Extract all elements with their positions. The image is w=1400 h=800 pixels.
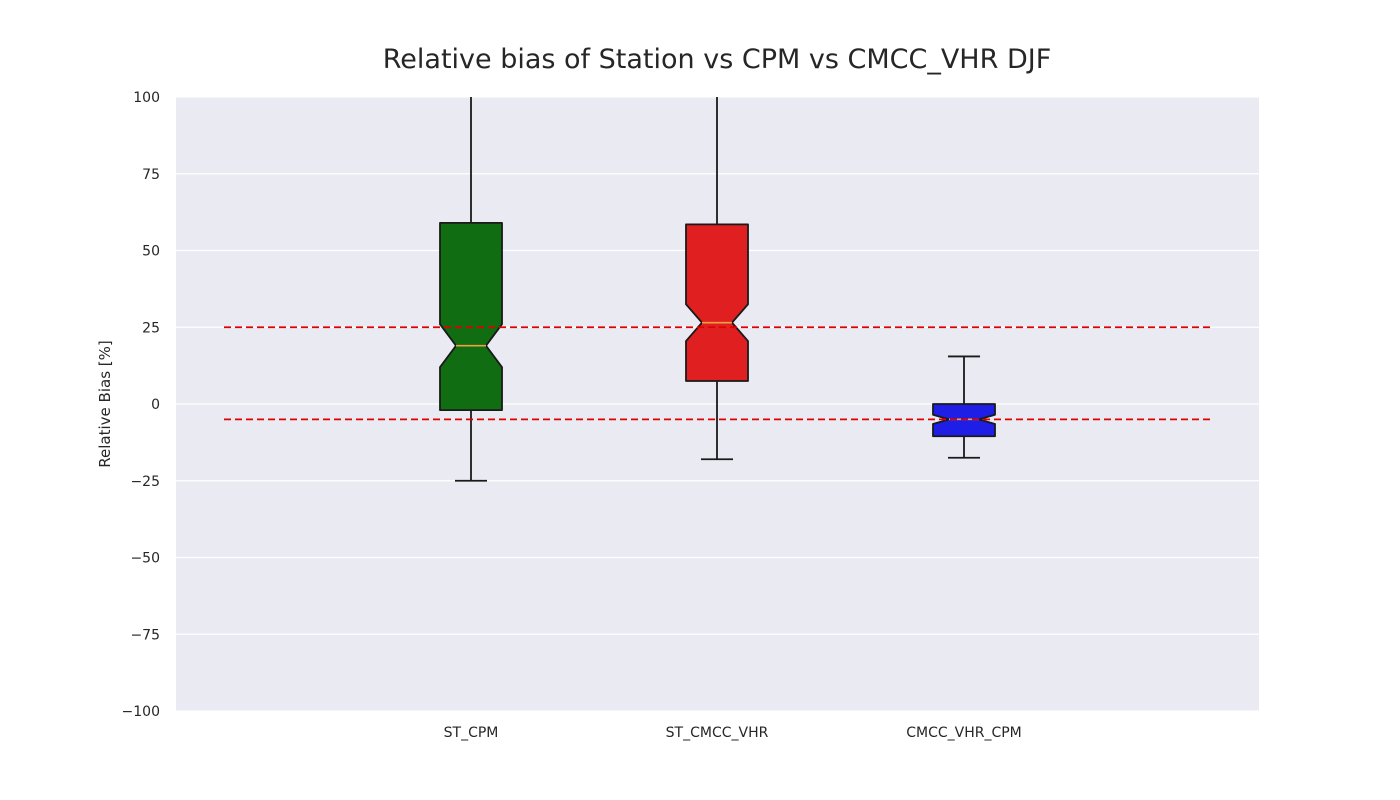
y-tick-label: −75 (130, 627, 160, 643)
x-axis-ticks: ST_CPM ST_CMCC_VHR CMCC_VHR_CPM (444, 725, 1022, 741)
x-tick-label: CMCC_VHR_CPM (906, 725, 1022, 741)
box-body (439, 221, 503, 412)
x-tick-label: ST_CMCC_VHR (666, 725, 769, 741)
y-axis-label: Relative Bias [%] (96, 340, 114, 467)
box-st-cmcc-vhr (685, 97, 749, 461)
x-tick-label: ST_CPM (444, 725, 499, 741)
y-tick-label: −50 (130, 551, 160, 567)
y-tick-label: 25 (142, 320, 160, 336)
box-st-cpm (439, 97, 503, 482)
y-tick-label: −100 (122, 704, 160, 720)
y-tick-label: −25 (130, 474, 160, 490)
y-axis-ticks: −100 −75 −50 −25 0 25 50 75 100 (122, 90, 160, 720)
y-tick-label: 100 (133, 90, 160, 106)
box-body (685, 223, 749, 382)
boxes (439, 97, 996, 482)
chart-title: Relative bias of Station vs CPM vs CMCC_… (383, 44, 1052, 75)
y-tick-label: 0 (151, 397, 160, 413)
y-tick-label: 75 (142, 167, 160, 183)
y-tick-label: 50 (142, 244, 160, 260)
